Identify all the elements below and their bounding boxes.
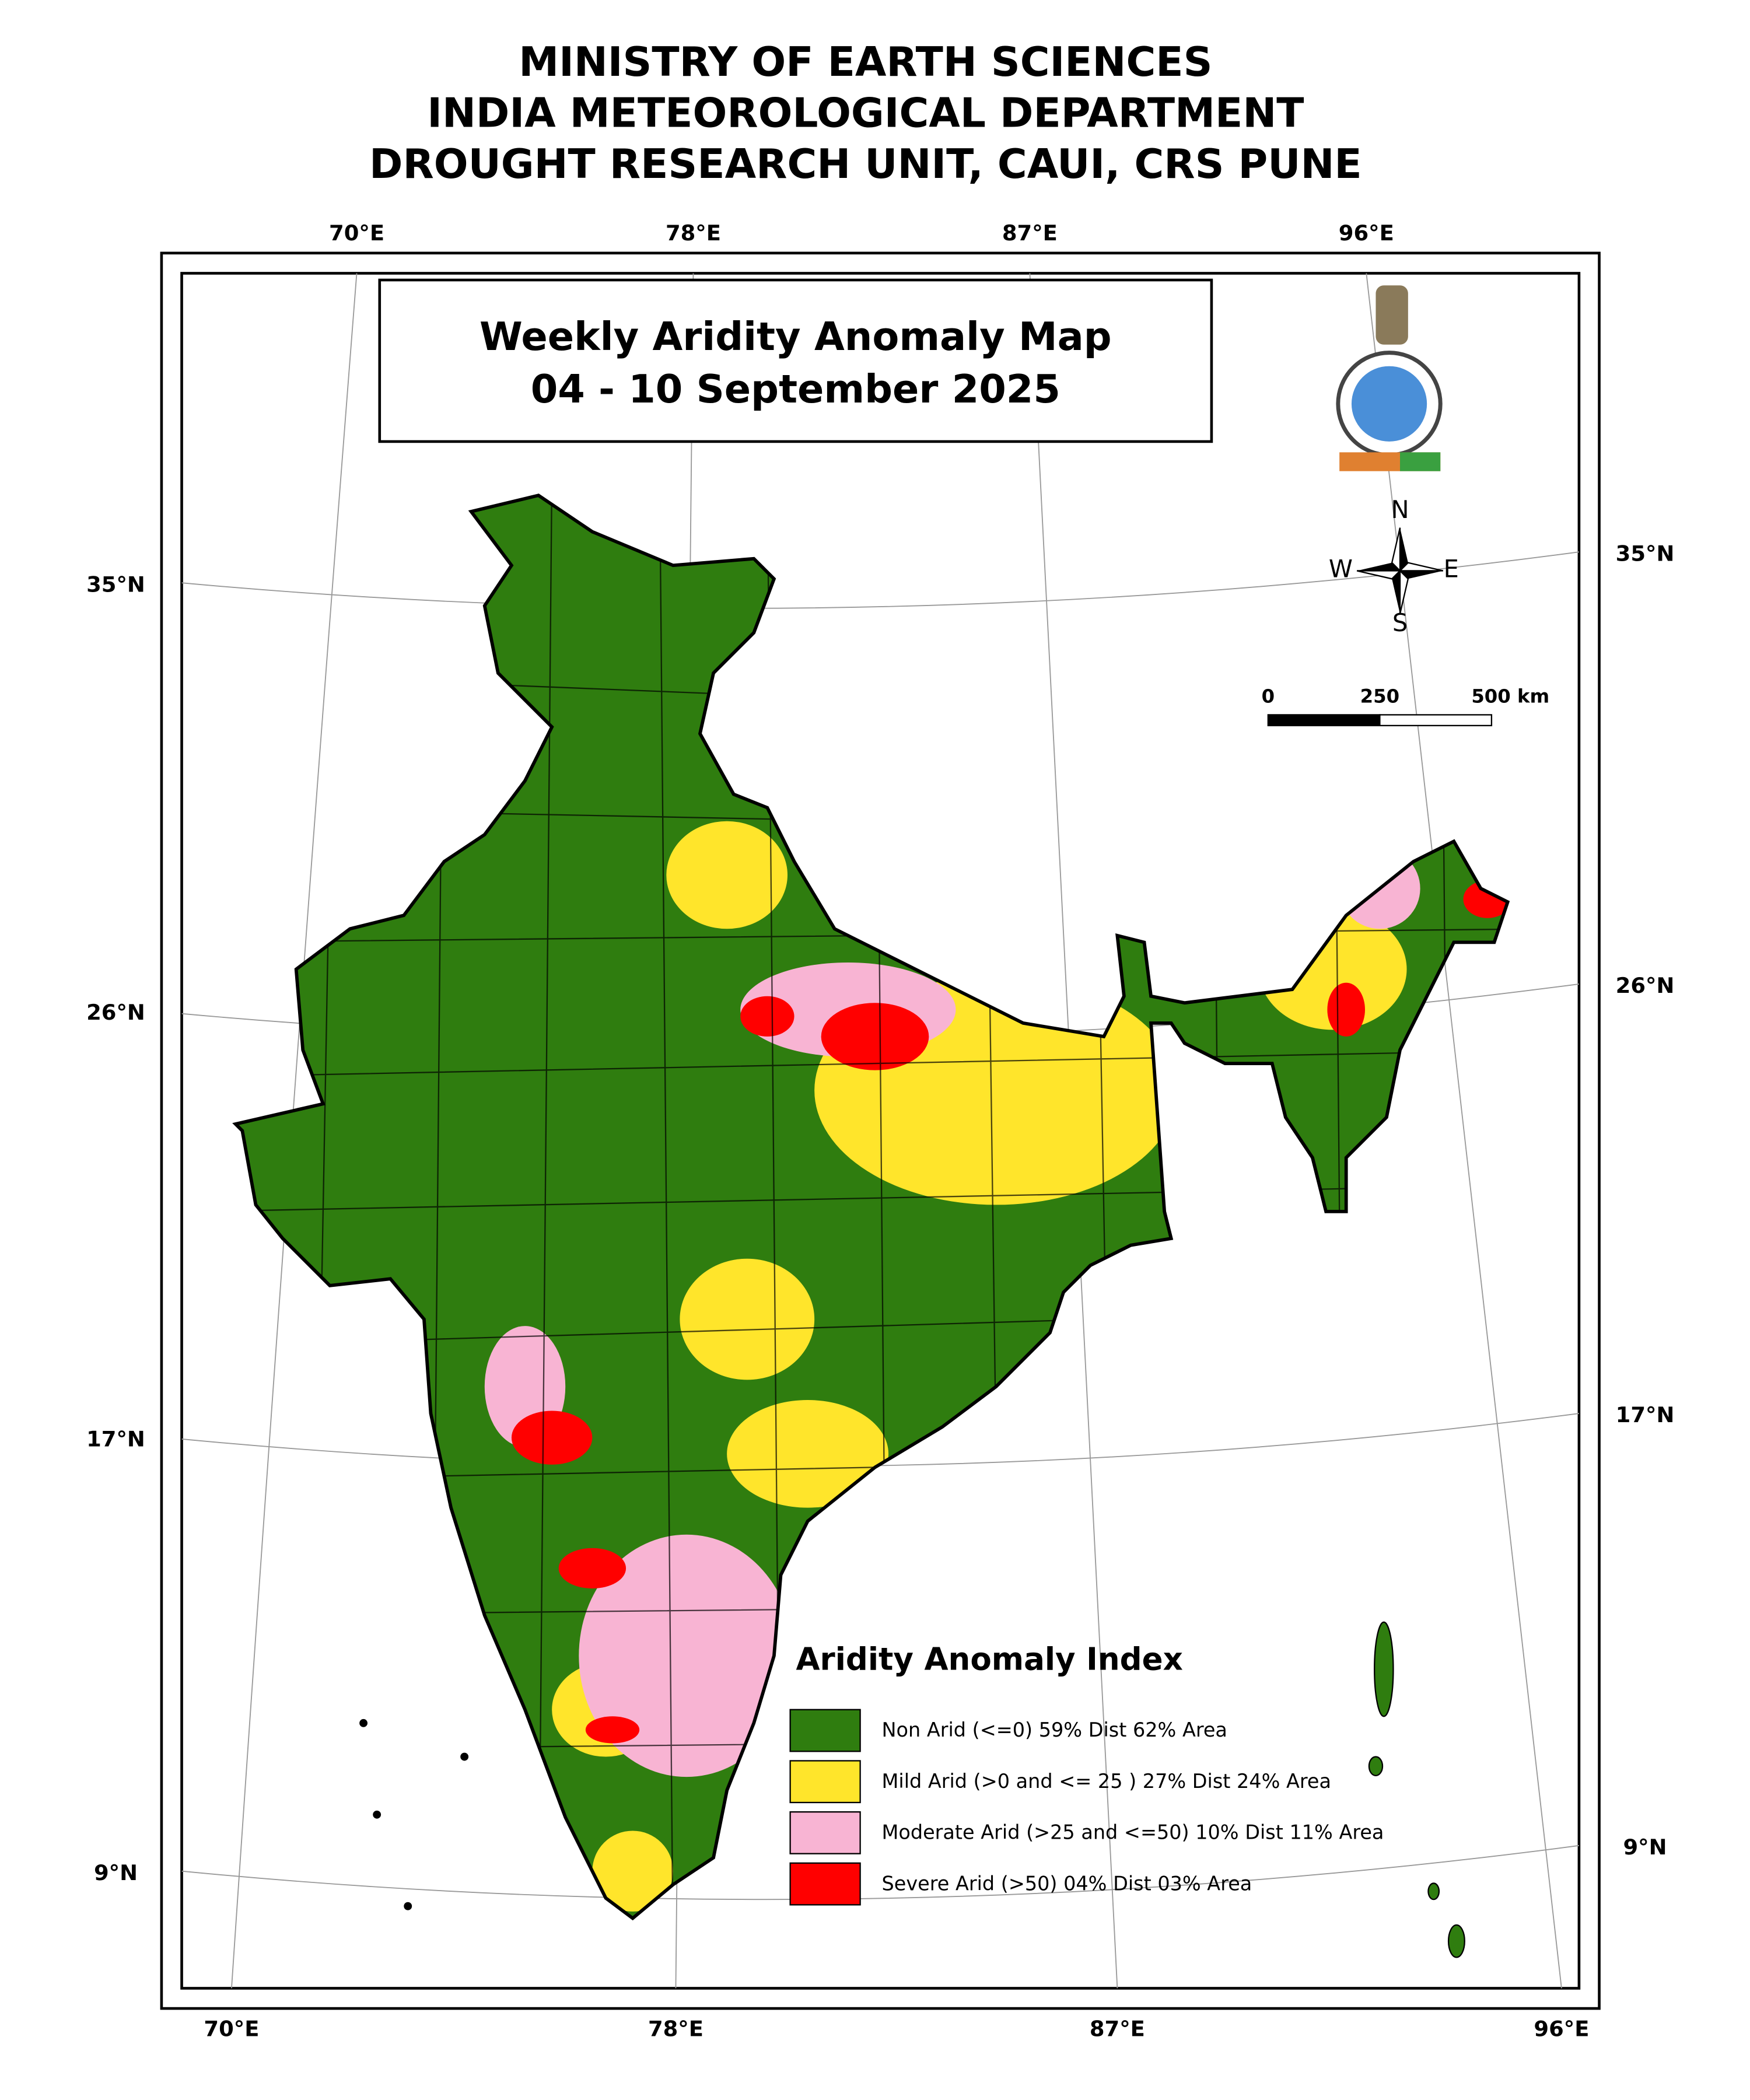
- island: [460, 1752, 469, 1761]
- region: [579, 1534, 794, 1777]
- imd-logo: [1336, 285, 1443, 471]
- scale-bar: [1267, 714, 1381, 726]
- north-arrow: [1356, 527, 1444, 614]
- region: [585, 1716, 640, 1744]
- graticule-label: 70°E: [329, 220, 384, 246]
- region: [558, 1548, 626, 1589]
- region: [592, 1831, 673, 1912]
- graticule-label: 87°E: [1090, 2017, 1145, 2042]
- graticule-label: 35°N: [1616, 541, 1675, 566]
- island: [359, 1718, 368, 1727]
- islands: [359, 1621, 1465, 1958]
- logo-globe: [1351, 366, 1427, 442]
- region: [511, 1410, 593, 1465]
- graticule-label: 17°N: [86, 1427, 145, 1452]
- graticule-label: 87°E: [1002, 220, 1058, 246]
- map-title: Weekly Aridity Anomaly Map: [480, 314, 1112, 359]
- region: [740, 996, 794, 1037]
- legend-label: Non Arid (<=0) 59% Dist 62% Area: [882, 1718, 1227, 1741]
- graticule-label: 26°N: [1616, 973, 1675, 998]
- legend-swatch: [789, 1811, 861, 1854]
- scale-label: 250: [1360, 685, 1399, 707]
- graticule-label: 9°N: [1623, 1835, 1667, 1860]
- legend-swatch: [789, 1862, 861, 1906]
- legend-swatch: [789, 1709, 861, 1752]
- scale-label: 0: [1262, 685, 1275, 707]
- graticule-label: 17°N: [1616, 1402, 1675, 1427]
- island: [1368, 1756, 1384, 1776]
- compass-label: W: [1329, 554, 1353, 583]
- legend: Non Arid (<=0) 59% Dist 62% Area Mild Ari…: [789, 1709, 1384, 1906]
- inner-frame: [180, 272, 1581, 1990]
- region: [1327, 982, 1365, 1037]
- graticule-label: 70°E: [204, 2017, 259, 2042]
- compass-label: N: [1391, 495, 1409, 524]
- outer-frame: [160, 251, 1601, 2010]
- region: [821, 1003, 929, 1070]
- logo-ribbon: [1400, 452, 1441, 471]
- header-line: MINISTRY OF EARTH SCIENCES: [519, 39, 1212, 86]
- island: [1373, 1621, 1394, 1717]
- graticule-label: 96°E: [1534, 2017, 1589, 2042]
- header-line: INDIA METEOROLOGICAL DEPARTMENT: [427, 90, 1304, 136]
- island: [1427, 1882, 1440, 1901]
- scale-label: 500 km: [1471, 685, 1549, 707]
- meridian: [1366, 273, 1562, 1989]
- compass-label: E: [1444, 554, 1459, 583]
- region: [666, 821, 788, 929]
- graticule-label: 78°E: [648, 2017, 704, 2042]
- title-box: [378, 278, 1213, 443]
- emblem: [1376, 285, 1408, 345]
- island: [1447, 1924, 1465, 1958]
- graticule-label: 26°N: [86, 1000, 145, 1025]
- island: [373, 1810, 382, 1819]
- scale-bar: [1379, 714, 1493, 726]
- map-date: 04 - 10 September 2025: [531, 366, 1060, 412]
- legend-title: Aridity Anomaly Index: [796, 1641, 1182, 1677]
- india-outline: [232, 494, 1510, 1921]
- region: [727, 1400, 889, 1508]
- legend-label: Moderate Arid (>25 and <=50) 10% Dist 11…: [882, 1821, 1384, 1844]
- parallel: [181, 551, 1580, 609]
- island: [404, 1902, 412, 1910]
- graticule-label: 78°E: [666, 220, 721, 246]
- legend-label: Severe Arid (>50) 04% Dist 03% Area: [882, 1872, 1252, 1895]
- legend-swatch: [789, 1760, 861, 1804]
- compass-label: S: [1392, 608, 1408, 637]
- legend-label: Mild Arid (>0 and <= 25 ) 27% Dist 24% A…: [882, 1770, 1331, 1793]
- region: [680, 1258, 815, 1380]
- header-line: DROUGHT RESEARCH UNIT, CAUI, CRS PUNE: [369, 141, 1362, 188]
- parallel: [181, 1845, 1580, 1901]
- graticule-label: 96°E: [1339, 220, 1394, 246]
- graticule-label: 9°N: [94, 1860, 138, 1885]
- graticule-label: 35°N: [86, 572, 145, 597]
